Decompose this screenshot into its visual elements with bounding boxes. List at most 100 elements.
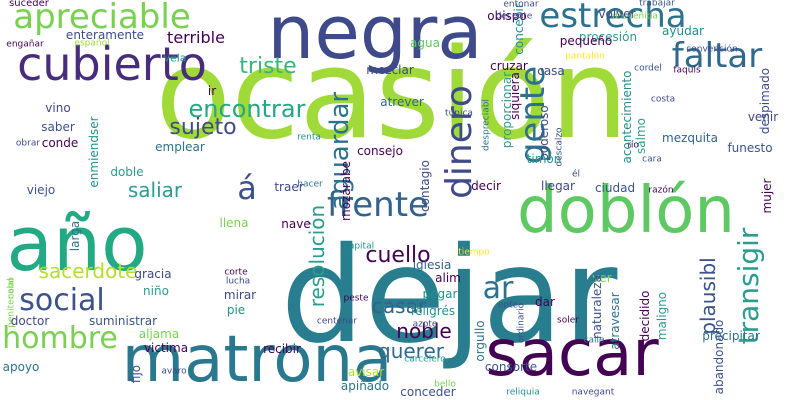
cloud-word: ente — [497, 300, 519, 311]
cloud-word: acontecimiento — [620, 70, 634, 164]
cloud-word: mozárabe — [339, 161, 353, 221]
cloud-word: soler — [557, 315, 579, 326]
cloud-word: consorte — [484, 360, 538, 374]
cloud-word: ocasión — [155, 23, 629, 167]
cloud-word: cuello — [365, 243, 431, 268]
cloud-word: azote — [412, 319, 438, 330]
cloud-word: obispo — [487, 9, 527, 23]
cloud-word: cubierto — [17, 37, 207, 91]
cloud-word: mujer — [760, 178, 774, 214]
cloud-word: maligno — [655, 291, 669, 341]
cloud-word: fijo — [129, 364, 143, 384]
cloud-word: terrible — [167, 28, 225, 47]
cloud-word: despreciabl — [481, 99, 492, 151]
cloud-word: trabajar — [639, 0, 675, 9]
cloud-word: feligrés — [410, 304, 456, 318]
cloud-word: peste — [343, 293, 369, 304]
cloud-word: atrever — [380, 95, 424, 109]
cloud-word: mirar — [223, 288, 257, 302]
cloud-word: á — [237, 169, 257, 207]
cloud-word: llegar — [541, 179, 575, 193]
cloud-word: doctor — [10, 314, 50, 328]
cloud-word: cordel — [634, 63, 662, 74]
cloud-word: funesto — [727, 141, 773, 155]
cloud-word: triste — [239, 54, 297, 79]
cloud-word: doblón — [517, 174, 735, 248]
cloud-word: ver — [592, 271, 612, 285]
cloud-word: desceñida — [612, 11, 658, 22]
cloud-word: conceder — [400, 385, 456, 399]
cloud-word: centenar — [316, 316, 358, 327]
cloud-word: noble — [396, 319, 452, 343]
cloud-word: transigir — [732, 227, 765, 345]
cloud-word: casa — [537, 64, 565, 78]
cloud-word: convención — [686, 44, 738, 55]
cloud-word: ar — [482, 271, 514, 306]
cloud-word: túnica — [445, 108, 473, 119]
cloud-word: tiempo — [458, 247, 490, 258]
cloud-word: reliquia — [506, 387, 540, 398]
cloud-word: decente — [495, 11, 533, 22]
cloud-word: corte — [224, 267, 248, 278]
cloud-word: cara — [642, 154, 662, 165]
cloud-word: alim — [435, 271, 461, 285]
cloud-word: hombre — [2, 321, 118, 356]
cloud-word: conde — [41, 136, 79, 150]
cloud-word: victima — [143, 341, 189, 355]
cloud-word: suministrar — [89, 314, 157, 328]
cloud-word: querer — [378, 339, 444, 363]
cloud-word: aljama — [138, 327, 180, 341]
cloud-word: social — [19, 283, 105, 318]
cloud-word: frente — [327, 185, 429, 225]
cloud-word: renta — [297, 132, 321, 143]
cloud-word: cruzar — [490, 59, 528, 73]
cloud-word: recibir — [263, 342, 301, 356]
cloud-word: emplear — [155, 140, 205, 154]
cloud-word: capital — [343, 241, 375, 252]
cloud-word: gracia — [134, 267, 172, 281]
cloud-word: despimado — [758, 67, 772, 135]
cloud-word: pie — [226, 303, 246, 317]
cloud-word: llena — [219, 216, 249, 230]
cloud-word: atravesar — [608, 292, 622, 350]
cloud-word: mezquita — [662, 131, 718, 145]
cloud-word: bello — [434, 379, 456, 390]
cloud-word: estrecha — [539, 0, 687, 36]
cloud-word: faltar — [671, 36, 763, 76]
cloud-word: negra — [267, 0, 483, 76]
cloud-word: saber — [41, 120, 75, 134]
cloud-word: contagio — [418, 160, 432, 212]
cloud-word: razón — [648, 185, 674, 196]
cloud-word: avisar — [347, 365, 385, 379]
cloud-word: apoyo — [2, 360, 40, 374]
cloud-word: mezclar — [366, 63, 414, 77]
cloud-word: faquls — [673, 65, 701, 76]
cloud-word: dar — [535, 295, 555, 309]
cloud-word: ayudar — [662, 24, 704, 38]
cloud-word: consejo — [357, 144, 403, 158]
cloud-word: ciudad — [594, 181, 636, 195]
cloud-word: casar — [371, 294, 427, 318]
cloud-word: entonar — [503, 0, 539, 10]
cloud-word: siquiera — [508, 72, 522, 120]
cloud-word: orgullo — [473, 320, 487, 362]
cloud-word: enmiendser — [87, 116, 101, 188]
cloud-word: ir — [207, 84, 217, 98]
cloud-word: saliar — [127, 178, 183, 202]
cloud-word: agua — [410, 36, 440, 50]
cloud-word: sacar — [485, 317, 659, 391]
cloud-word: avaro — [161, 366, 187, 377]
cloud-word: doble — [110, 165, 144, 179]
cloud-word: lucha — [225, 276, 251, 287]
cloud-word: pantalón — [565, 51, 605, 62]
cloud-word: enteramente — [65, 28, 145, 42]
cloud-word: sacerdote — [38, 259, 138, 283]
cloud-word: encontrar — [188, 95, 306, 123]
cloud-word: volver — [598, 7, 636, 21]
cloud-word: decir — [471, 179, 501, 193]
cloud-word: vela — [163, 51, 187, 65]
cloud-word: pegar — [422, 287, 458, 301]
cloud-word: procesión — [578, 30, 638, 44]
cloud-word: obrar — [15, 138, 41, 149]
